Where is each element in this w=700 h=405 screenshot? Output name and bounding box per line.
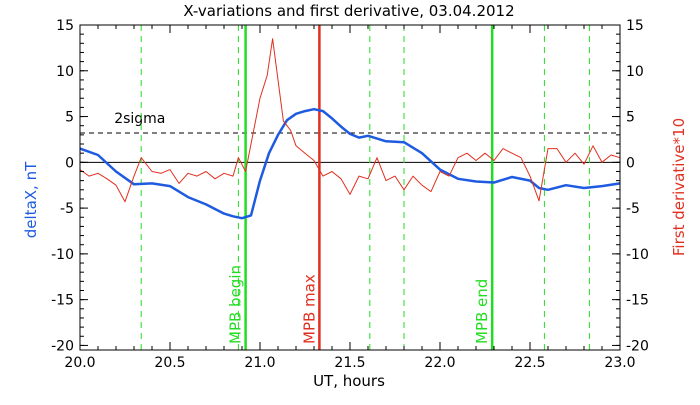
y-tick-label-left: 15 — [56, 18, 74, 34]
series-line-deltaX — [79, 107, 621, 220]
y-tick-label-right: 5 — [626, 110, 635, 126]
x-tick-label: 21.5 — [334, 355, 365, 371]
x-tick-label: 22.5 — [514, 355, 545, 371]
x-tick-label: 21.0 — [244, 355, 275, 371]
y-tick-label-right: 0 — [626, 155, 635, 171]
x-tick-label: 23.0 — [604, 355, 635, 371]
y-axis-label-left: deltaX, nT — [22, 161, 40, 238]
y-tick-label-left: -10 — [51, 247, 74, 263]
vertical-line-label-2: MPB begin — [227, 265, 245, 344]
vertical-line-label-6: MPB end — [473, 279, 491, 344]
y-tick-label-right: -15 — [626, 293, 649, 309]
vertical-line-label-3: MPB max — [300, 274, 318, 344]
y-tick-label-right: -5 — [626, 201, 640, 217]
y-tick-label-right: 10 — [626, 64, 644, 80]
y-tick-label-left: -5 — [60, 201, 74, 217]
series-line-derivative — [79, 38, 621, 203]
x-axis-label: UT, hours — [313, 372, 385, 390]
y-tick-label-right: -10 — [626, 247, 649, 263]
y-tick-label-left: 0 — [65, 155, 74, 171]
y-axis-label-right: First derivative*10 — [670, 118, 688, 256]
y-tick-label-left: -15 — [51, 293, 74, 309]
chart-title: X-variations and first derivative, 03.04… — [183, 2, 514, 20]
y-tick-label-left: 10 — [56, 64, 74, 80]
y-tick-label-right: 15 — [626, 18, 644, 34]
x-tick-label: 20.5 — [154, 355, 185, 371]
y-tick-label-left: 5 — [65, 110, 74, 126]
threshold-label: 2sigma — [114, 111, 165, 127]
y-tick-label-left: -20 — [51, 338, 74, 354]
x-tick-label: 20.0 — [64, 355, 95, 371]
plot-area: 2sigma MPB begin MPB max MPB end 20.0 20.5 21.… — [51, 18, 649, 371]
x-tick-label: 22.0 — [424, 355, 455, 371]
y-tick-label-right: -20 — [626, 338, 649, 354]
